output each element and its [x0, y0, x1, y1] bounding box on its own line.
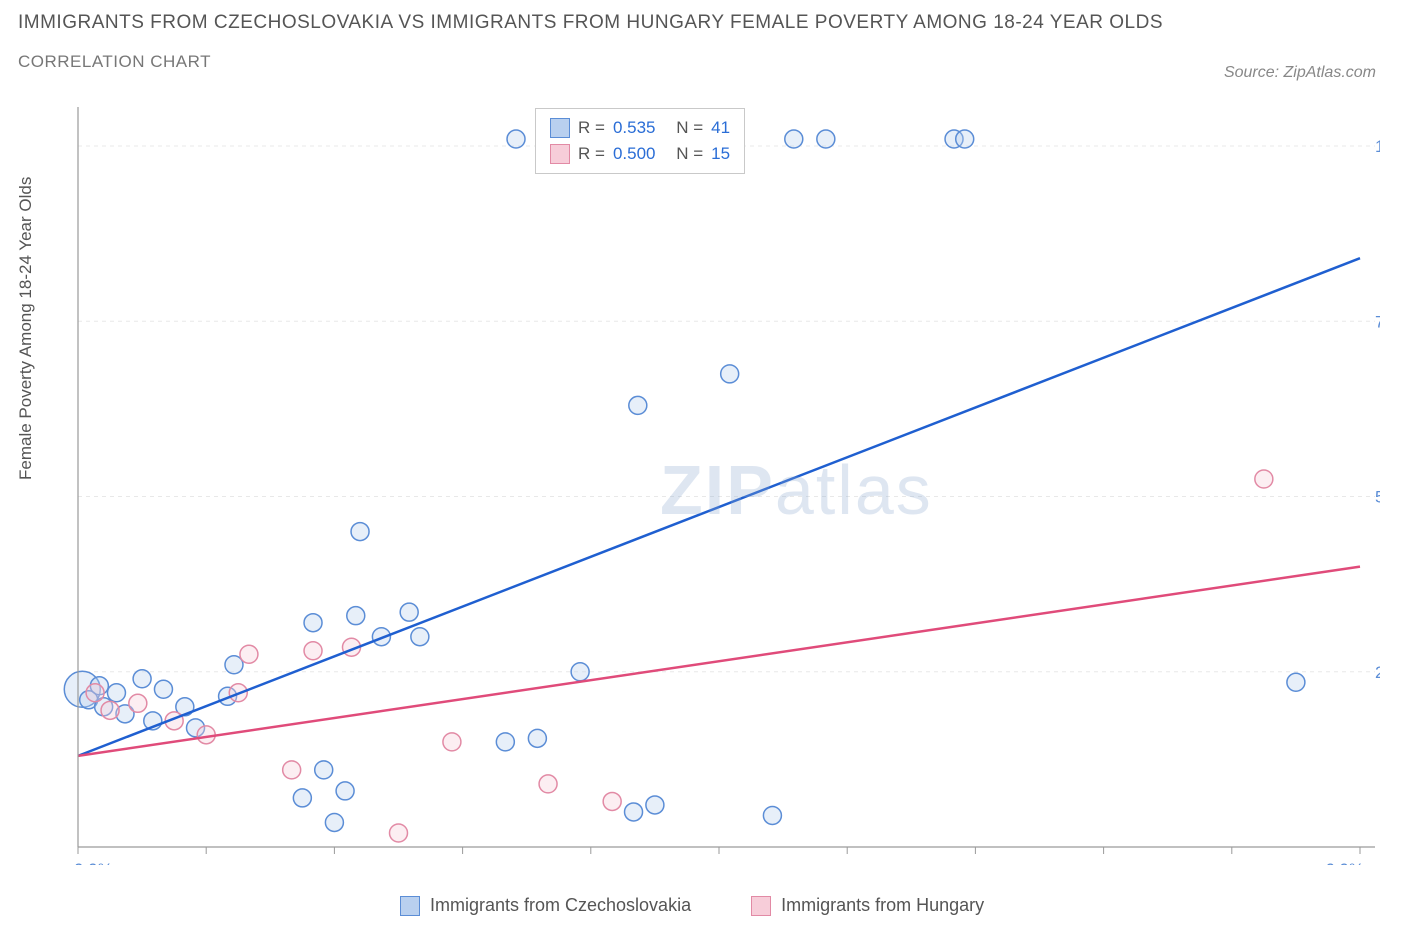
n-label: N =	[676, 144, 703, 164]
r-value-0: 0.535	[613, 118, 656, 138]
svg-text:0.0%: 0.0%	[74, 860, 113, 865]
legend-item-0: Immigrants from Czechoslovakia	[400, 895, 691, 916]
y-axis-label: Female Poverty Among 18-24 Year Olds	[16, 177, 36, 480]
n-value-0: 41	[711, 118, 730, 138]
r-label: R =	[578, 144, 605, 164]
chart-title: IMMIGRANTS FROM CZECHOSLOVAKIA VS IMMIGR…	[18, 12, 1163, 34]
legend-swatch-icon	[751, 896, 771, 916]
legend-swatch-icon	[550, 118, 570, 138]
n-value-1: 15	[711, 144, 730, 164]
legend-series: Immigrants from Czechoslovakia Immigrant…	[400, 895, 984, 916]
correlation-chart: 25.0% 50.0% 75.0% 100.0% 0.0% 6.0%	[60, 105, 1380, 865]
chart-subtitle: CORRELATION CHART	[18, 52, 1163, 72]
r-value-1: 0.500	[613, 144, 656, 164]
legend-item-1: Immigrants from Hungary	[751, 895, 984, 916]
legend-stats-row-1: R = 0.500 N = 15	[550, 141, 730, 167]
legend-stats: R = 0.535 N = 41 R = 0.500 N = 15	[535, 108, 745, 174]
legend-swatch-icon	[550, 144, 570, 164]
chart-header: IMMIGRANTS FROM CZECHOSLOVAKIA VS IMMIGR…	[18, 12, 1163, 72]
legend-stats-row-0: R = 0.535 N = 41	[550, 115, 730, 141]
svg-text:100.0%: 100.0%	[1375, 137, 1380, 156]
series-label-1: Immigrants from Hungary	[781, 895, 984, 916]
svg-text:25.0%: 25.0%	[1375, 663, 1380, 682]
svg-text:6.0%: 6.0%	[1325, 860, 1364, 865]
n-label: N =	[676, 118, 703, 138]
r-label: R =	[578, 118, 605, 138]
source-attribution: Source: ZipAtlas.com	[1224, 64, 1376, 82]
svg-text:50.0%: 50.0%	[1375, 488, 1380, 507]
series-label-0: Immigrants from Czechoslovakia	[430, 895, 691, 916]
legend-swatch-icon	[400, 896, 420, 916]
svg-text:75.0%: 75.0%	[1375, 312, 1380, 331]
